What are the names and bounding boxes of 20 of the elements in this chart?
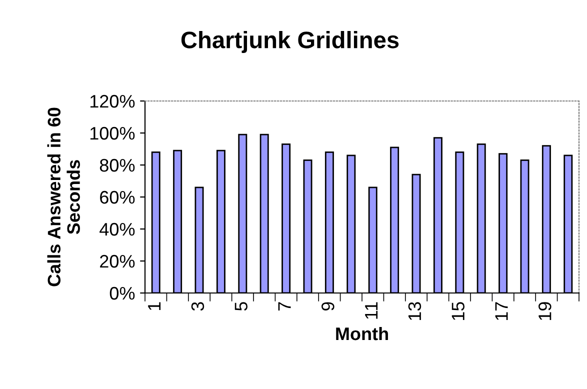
y-tick-label: 100%: [90, 126, 135, 140]
x-tick-label: 11: [365, 302, 378, 319]
x-axis-title: Month: [336, 326, 388, 340]
x-tick-label: 17: [495, 302, 508, 320]
y-tick-label: 120%: [90, 94, 135, 108]
x-tick-label: 19: [538, 302, 552, 320]
y-tick-label: 0%: [110, 286, 135, 300]
y-tick-label: 40%: [100, 222, 135, 236]
y-tick-label: 80%: [100, 158, 135, 172]
x-tick-label: 5: [234, 302, 248, 311]
x-tick-label: 3: [191, 302, 204, 311]
x-tick-label: 13: [408, 302, 422, 320]
x-tick-label: 1: [148, 302, 161, 310]
y-tick-label: 20%: [100, 254, 135, 268]
y-tick-label: 60%: [100, 190, 135, 204]
chart-title: Chartjunk Gridlines: [181, 30, 399, 54]
y-axis-title: Calls Answered in 60 Seconds: [47, 108, 80, 286]
x-tick-label: 9: [322, 302, 334, 311]
x-tick-label: 15: [452, 302, 464, 320]
x-tick-label: 7: [278, 302, 291, 310]
